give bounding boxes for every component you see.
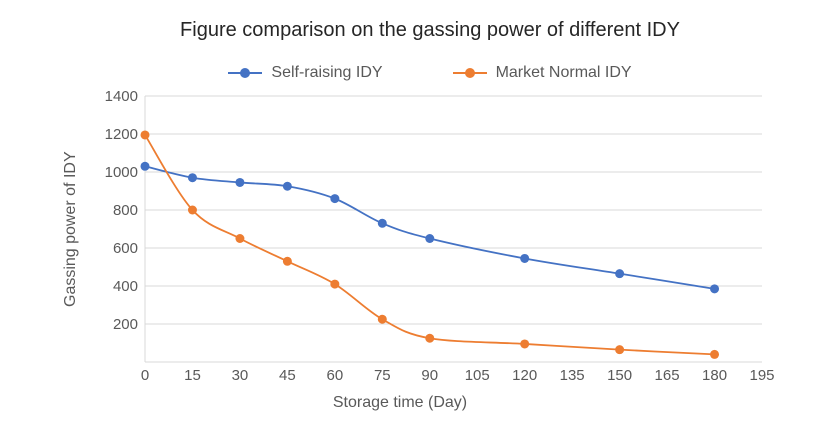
x-tick-label: 120 [512, 367, 537, 384]
data-point-market-normal-idy [615, 345, 625, 355]
data-point-self-raising-idy [282, 181, 292, 191]
legend-item-market-normal-idy: Market Normal IDY [452, 64, 632, 82]
chart-title: Figure comparison on the gassing power o… [180, 19, 680, 41]
data-point-self-raising-idy [235, 177, 245, 187]
x-tick-label: 150 [607, 367, 632, 384]
line-dot-marker-icon [228, 68, 263, 78]
y-tick-label: 400 [113, 278, 138, 295]
x-tick-label: 0 [141, 367, 149, 384]
data-point-market-normal-idy [235, 234, 245, 243]
data-point-market-normal-idy [425, 333, 435, 343]
data-point-self-raising-idy [187, 173, 197, 183]
data-point-market-normal-idy [187, 205, 197, 215]
x-tick-label: 30 [232, 367, 249, 384]
data-point-market-normal-idy [520, 339, 530, 349]
data-point-self-raising-idy [140, 161, 150, 171]
legend-label-self-raising-idy: Self-raising IDY [271, 64, 383, 81]
data-point-market-normal-idy [282, 256, 292, 266]
data-point-self-raising-idy [520, 253, 530, 263]
x-tick-label: 105 [465, 367, 490, 384]
legend: Self-raising IDY Market Normal IDY [30, 64, 830, 82]
y-tick-label: 1400 [105, 88, 138, 105]
x-axis-title: Storage time (Day) [332, 394, 468, 411]
series-line-market-normal-idy [144, 134, 715, 356]
x-tick-label: 165 [655, 367, 680, 384]
y-tick-label: 1000 [105, 164, 138, 181]
y-tick-label: 200 [113, 316, 138, 333]
x-tick-label: 75 [374, 367, 391, 384]
line-dot-marker-icon [452, 68, 487, 78]
y-tick-label: 600 [113, 240, 138, 257]
x-tick-label: 45 [279, 367, 296, 384]
legend-item-self-raising-idy: Self-raising IDY [228, 64, 383, 82]
data-point-market-normal-idy [140, 130, 150, 140]
legend-label-market-normal-idy: Market Normal IDY [495, 64, 632, 81]
x-tick-label: 15 [184, 367, 201, 384]
x-tick-label: 135 [560, 367, 585, 384]
x-tick-label: 60 [327, 367, 344, 384]
data-point-self-raising-idy [330, 194, 340, 204]
data-point-market-normal-idy [377, 314, 387, 324]
x-tick-label: 90 [421, 367, 438, 384]
data-point-self-raising-idy [710, 284, 720, 294]
y-tick-label: 800 [113, 202, 138, 219]
data-point-market-normal-idy [710, 349, 720, 359]
data-point-self-raising-idy [377, 218, 387, 228]
data-point-self-raising-idy [425, 234, 435, 243]
legend-dot-swatch [240, 68, 251, 78]
series-line-self-raising-idy [144, 165, 715, 290]
y-tick-label: 1200 [105, 126, 138, 143]
data-point-self-raising-idy [615, 269, 625, 279]
legend-dot-swatch [464, 68, 475, 78]
data-point-market-normal-idy [330, 279, 340, 289]
x-tick-label: 180 [702, 367, 727, 384]
x-tick-label: 195 [749, 367, 774, 384]
